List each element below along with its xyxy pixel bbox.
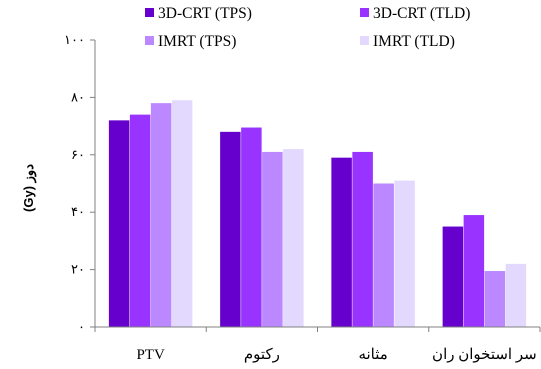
bar: [463, 215, 485, 327]
bar: [283, 149, 304, 327]
legend-swatch: [360, 36, 369, 45]
bar: [352, 151, 373, 327]
x-category-label: سر استخوان ران: [432, 347, 537, 363]
legend-label: 3D-CRT (TLD): [373, 5, 470, 22]
x-category-label: PTV: [136, 347, 165, 363]
bar: [108, 120, 130, 327]
bar: [484, 271, 506, 327]
x-category-label: مثانه: [358, 347, 387, 363]
bar: [394, 180, 415, 327]
y-tick-label: ۴۰: [71, 204, 85, 219]
bar: [129, 114, 151, 328]
y-tick-label: ۰: [78, 319, 85, 334]
y-tick-label: ۸۰: [71, 89, 85, 104]
bar: [373, 183, 394, 327]
y-tick-label: ۱۰۰: [64, 32, 85, 47]
bar: [442, 226, 464, 327]
bar: [505, 263, 527, 327]
legend: 3D-CRT (TPS) 3D-CRT (TLD) IMRT (TPS) IMRT (…: [145, 5, 470, 50]
y-axis: ۰ ۲۰ ۴۰ ۶۰ ۸۰ ۱۰۰: [64, 32, 96, 334]
x-axis: PTV رکتوم مثانه سر استخوان ران: [94, 326, 541, 363]
bar: [171, 100, 193, 328]
legend-swatch: [360, 8, 369, 17]
y-tick-label: ۲۰: [71, 262, 85, 277]
bar: [150, 103, 172, 327]
legend-swatch: [145, 36, 154, 45]
legend-swatch: [145, 8, 154, 17]
bar: [331, 157, 352, 327]
legend-label: IMRT (TLD): [373, 33, 455, 50]
bar: [241, 127, 262, 327]
legend-label: IMRT (TPS): [158, 33, 236, 50]
bar: [220, 131, 241, 327]
x-category-label: رکتوم: [244, 347, 280, 363]
bars: [108, 100, 527, 328]
legend-label: 3D-CRT (TPS): [158, 5, 252, 22]
y-axis-label: دوز (Gy): [21, 164, 37, 212]
y-tick-label: ۶۰: [71, 147, 85, 162]
bar: [262, 151, 283, 327]
